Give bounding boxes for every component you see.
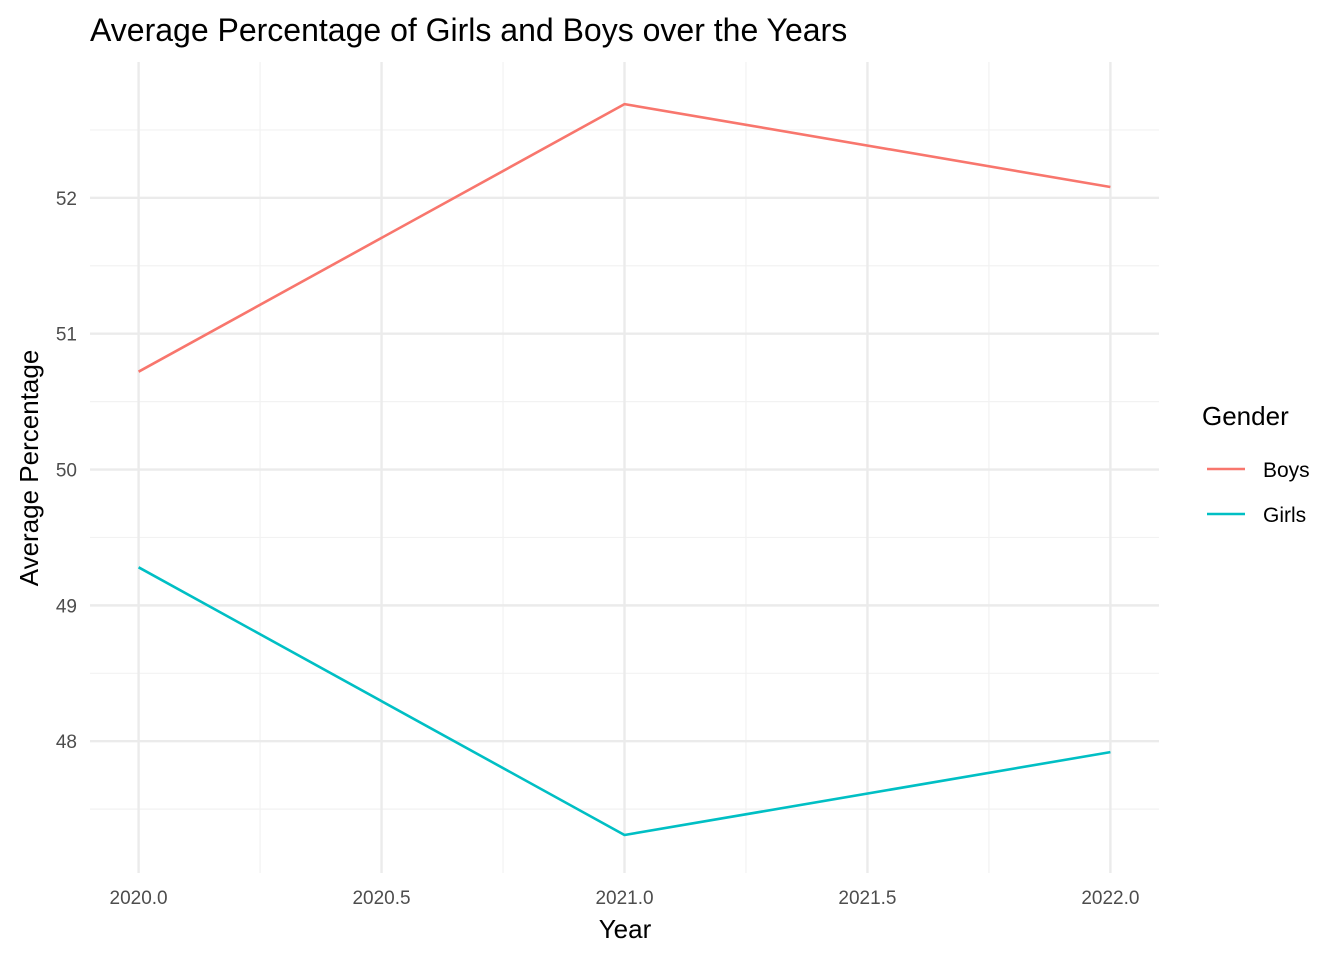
y-tick-label: 52: [56, 189, 77, 210]
major-gridlines: [90, 62, 1159, 873]
x-axis-tick-labels: 2020.0 2020.5 2021.0 2021.5 2022.0: [110, 888, 1140, 909]
series-line-boys: [137, 102, 1111, 373]
x-tick-label: 2021.0: [595, 888, 653, 909]
x-axis-title: Year: [599, 914, 652, 944]
x-tick-label: 2021.5: [838, 888, 896, 909]
y-tick-label: 49: [56, 596, 77, 617]
legend-items: Boys Girls: [1207, 459, 1310, 527]
legend-label-boys: Boys: [1263, 459, 1310, 482]
legend: Gender Boys Girls: [1202, 401, 1310, 527]
y-tick-label: 51: [56, 325, 77, 346]
y-tick-label: 48: [56, 732, 77, 753]
y-axis-title: Average Percentage: [14, 350, 44, 587]
chart-title: Average Percentage of Girls and Boys ove…: [90, 12, 847, 48]
x-tick-label: 2020.5: [352, 888, 410, 909]
x-tick-label: 2020.0: [110, 888, 168, 909]
legend-title: Gender: [1202, 401, 1289, 431]
x-tick-label: 2022.0: [1081, 888, 1139, 909]
series-lines: [137, 102, 1111, 837]
y-tick-label: 50: [56, 461, 77, 482]
y-axis-tick-labels: 48 49 50 51 52: [56, 189, 77, 753]
series-line-girls: [137, 566, 1111, 837]
legend-label-girls: Girls: [1263, 504, 1306, 527]
